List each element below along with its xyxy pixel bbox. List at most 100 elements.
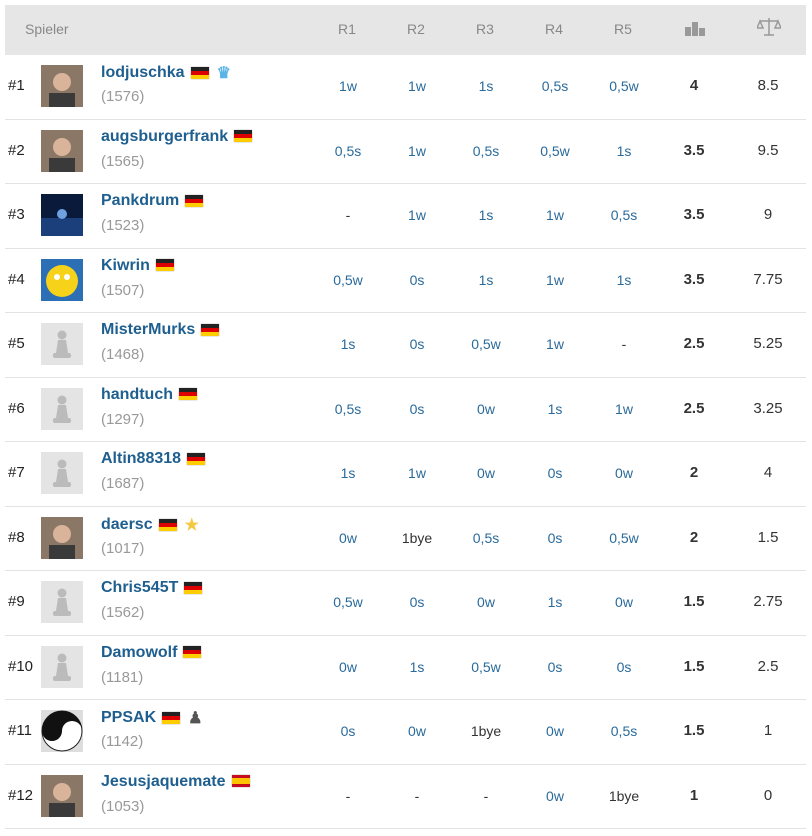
points: 3.5: [683, 206, 705, 223]
table-row: #8 daersc ★ (1017) 0w 1bye 0,5s 0s 0,5w 2 1.5: [5, 507, 806, 571]
round-5-result[interactable]: 1s: [616, 271, 632, 288]
player-name-link[interactable]: Chris545T: [101, 579, 179, 596]
round-2-result[interactable]: 0s: [409, 271, 425, 288]
avatar[interactable]: [41, 645, 83, 688]
avatar[interactable]: [41, 258, 83, 301]
player-name-link[interactable]: Kiwrin: [101, 256, 150, 274]
round-2-result[interactable]: 0s: [409, 400, 425, 417]
round-4-result[interactable]: 1w: [546, 271, 564, 288]
round-3-result[interactable]: 0w: [477, 465, 495, 481]
round-1-result: -: [345, 787, 351, 804]
avatar[interactable]: [41, 129, 83, 172]
avatar[interactable]: [41, 774, 83, 817]
avatar[interactable]: [41, 194, 83, 236]
tiebreak: 0: [763, 786, 773, 804]
player-rating: (1576): [101, 88, 145, 105]
player-name-link[interactable]: PPSAK: [101, 709, 157, 727]
round-3-result[interactable]: 0,5s: [472, 529, 500, 546]
round-3-result[interactable]: 0,5w: [471, 336, 501, 352]
avatar[interactable]: [41, 387, 83, 430]
avatar[interactable]: [41, 516, 83, 559]
table-row: #1 lodjuschka ♛ (1576) 1w 1w 1s 0,5s 0,5w 4 8.5: [5, 55, 806, 120]
round-4-result[interactable]: 0,5s: [541, 78, 569, 94]
avatar[interactable]: [41, 323, 83, 365]
avatar[interactable]: [41, 581, 83, 623]
player-name-link[interactable]: Damowolf: [101, 643, 178, 661]
round-3-result[interactable]: 1s: [478, 271, 494, 288]
round-2-result[interactable]: 0s: [409, 336, 425, 352]
round-3-result: 1bye: [470, 723, 502, 739]
flag-de-icon: [158, 518, 177, 531]
round-2-result[interactable]: 1s: [409, 658, 425, 675]
rank: #3: [8, 206, 25, 223]
round-4-result[interactable]: 0w: [546, 723, 564, 739]
player-name-link[interactable]: lodjuschka: [101, 64, 185, 82]
player-name-link[interactable]: augsburgerfrank: [101, 127, 229, 145]
round-1-result[interactable]: 0w: [339, 658, 357, 675]
round-4-result[interactable]: 1s: [547, 400, 563, 417]
header-r5: R5: [614, 21, 632, 37]
round-2-result[interactable]: 1w: [408, 207, 426, 223]
round-1-result[interactable]: 0,5s: [334, 400, 362, 417]
rank: #9: [8, 593, 25, 610]
round-4-result[interactable]: 1s: [547, 594, 563, 610]
round-5-result[interactable]: 0w: [615, 594, 633, 610]
round-4-result[interactable]: 0s: [547, 465, 563, 481]
round-2-result[interactable]: 1w: [408, 142, 426, 159]
points: 2.5: [683, 335, 705, 352]
round-5-result: -: [621, 336, 627, 352]
player-name-link[interactable]: Altin88318: [101, 450, 182, 467]
round-5-result[interactable]: 0,5w: [609, 78, 639, 94]
player-name-link[interactable]: daersc: [101, 515, 153, 533]
player-name-link[interactable]: handtuch: [101, 385, 173, 403]
tiebreak: 2.5: [757, 657, 779, 675]
round-2-result[interactable]: 0s: [409, 594, 425, 610]
round-3-result[interactable]: 1s: [478, 78, 494, 94]
round-1-result[interactable]: 0,5s: [334, 142, 362, 159]
rank: #1: [8, 77, 25, 94]
round-1-result[interactable]: 0,5w: [333, 594, 363, 610]
tiebreak: 8.5: [757, 77, 779, 94]
round-5-result[interactable]: 0s: [616, 658, 632, 675]
table-row: #10 Damowolf (1181) 0w 1s 0,5w 0s 0s 1.5 2.5: [5, 636, 806, 700]
round-1-result[interactable]: 1s: [340, 336, 356, 352]
round-4-result[interactable]: 0w: [546, 787, 564, 804]
round-1-result[interactable]: 0s: [340, 723, 356, 739]
round-4-result[interactable]: 0s: [547, 658, 563, 675]
round-5-result[interactable]: 0,5s: [610, 207, 638, 223]
round-5-result[interactable]: 1s: [616, 142, 632, 159]
avatar[interactable]: [41, 65, 83, 107]
round-4-result[interactable]: 1w: [546, 207, 564, 223]
player-rating: (1468): [101, 346, 145, 363]
round-4-result[interactable]: 0,5w: [540, 142, 570, 159]
header-player[interactable]: Spieler: [25, 21, 69, 37]
player-name-link[interactable]: MisterMurks: [101, 321, 196, 338]
flag-de-icon: [201, 323, 220, 336]
round-3-result[interactable]: 0w: [477, 400, 495, 417]
avatar[interactable]: [41, 710, 83, 752]
player-name-link[interactable]: Jesusjaquemate: [101, 772, 226, 790]
points: 2.5: [683, 399, 705, 417]
round-5-result[interactable]: 1w: [615, 400, 633, 417]
round-5-result[interactable]: 0,5w: [609, 529, 639, 546]
round-5-result[interactable]: 0,5s: [610, 723, 638, 739]
round-1-result[interactable]: 1w: [339, 78, 357, 94]
round-2-result[interactable]: 0w: [408, 723, 426, 739]
round-2-result[interactable]: 1w: [408, 465, 426, 481]
rank: #4: [8, 270, 25, 288]
round-4-result[interactable]: 1w: [546, 336, 564, 352]
player-name-link[interactable]: Pankdrum: [101, 192, 180, 209]
avatar[interactable]: [41, 452, 83, 494]
flag-de-icon: [187, 452, 206, 465]
round-3-result[interactable]: 0,5s: [472, 142, 500, 159]
player-rating: (1523): [101, 217, 145, 234]
round-1-result[interactable]: 0,5w: [333, 271, 363, 288]
round-4-result[interactable]: 0s: [547, 529, 563, 546]
round-3-result[interactable]: 0,5w: [471, 658, 501, 675]
round-5-result[interactable]: 0w: [615, 465, 633, 481]
round-3-result[interactable]: 1s: [478, 207, 494, 223]
round-3-result[interactable]: 0w: [477, 594, 495, 610]
round-2-result[interactable]: 1w: [408, 78, 426, 94]
round-1-result[interactable]: 1s: [340, 465, 356, 481]
round-1-result[interactable]: 0w: [339, 529, 357, 546]
